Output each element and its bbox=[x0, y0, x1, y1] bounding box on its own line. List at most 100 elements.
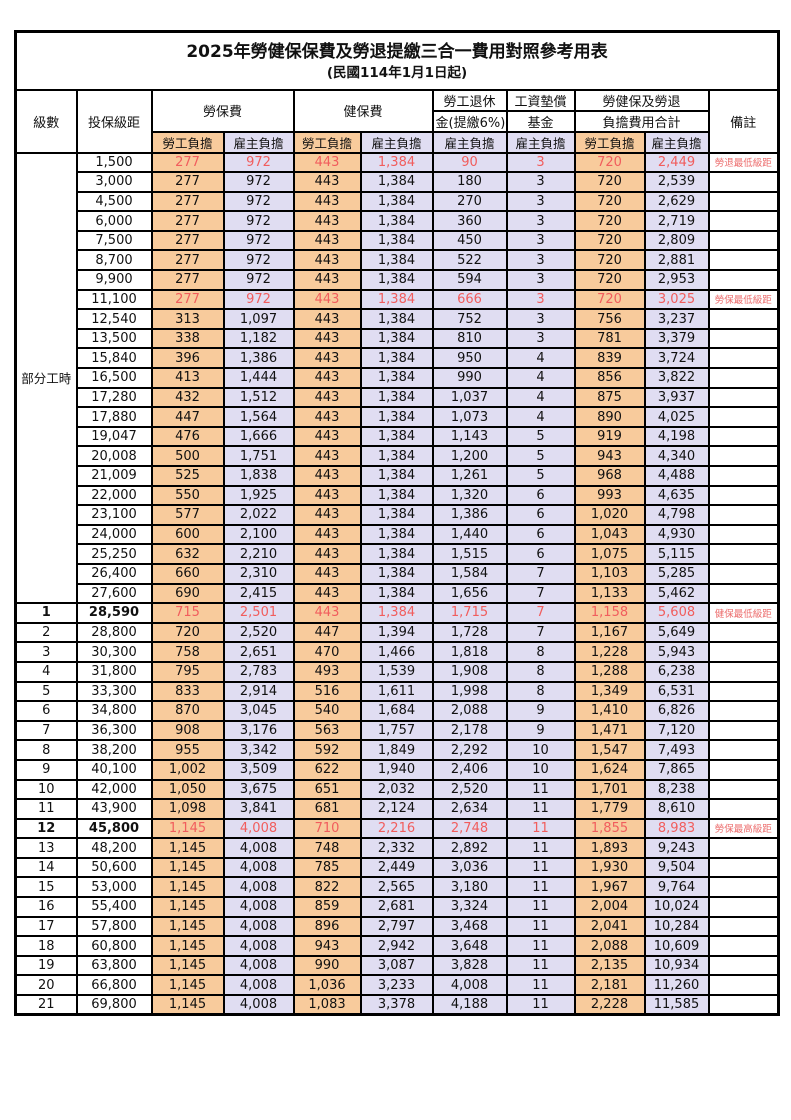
amount-cell: 1,728 bbox=[431, 621, 508, 644]
amount-cell: 447 bbox=[292, 621, 362, 644]
amount-cell: 720 bbox=[573, 288, 646, 311]
amount-cell: 710 bbox=[292, 817, 362, 840]
remark-cell bbox=[707, 700, 780, 722]
amount-cell: 1,384 bbox=[359, 523, 434, 546]
amount-cell: 1,611 bbox=[359, 680, 434, 703]
amount-cell: 720 bbox=[573, 190, 646, 213]
amount-cell: 413 bbox=[150, 367, 225, 389]
salary-bracket-cell: 34,800 bbox=[75, 700, 153, 722]
amount-cell: 752 bbox=[431, 308, 508, 330]
amount-cell: 11 bbox=[505, 798, 576, 820]
salary-bracket-cell: 12,540 bbox=[75, 308, 153, 330]
header-row-3: 勞工負擔 雇主負擔 勞工負擔 雇主負擔 雇主負擔 雇主負擔 勞工負擔 雇主負擔 bbox=[16, 130, 779, 154]
amount-cell: 1,394 bbox=[359, 621, 434, 644]
amount-cell: 11 bbox=[505, 778, 576, 801]
remark-cell bbox=[707, 465, 780, 487]
table-row: 4 31,800 795 2,783 493 1,539 1,908 8 1,288 6,238 bbox=[14, 660, 780, 683]
amount-cell: 11 bbox=[505, 837, 576, 859]
amount-cell: 972 bbox=[222, 190, 295, 213]
amount-cell: 443 bbox=[292, 367, 362, 389]
amount-cell: 1,849 bbox=[359, 739, 434, 761]
amount-cell: 1,925 bbox=[222, 484, 295, 507]
table-row: 7 36,300 908 3,176 563 1,757 2,178 9 1,471 7,120 bbox=[14, 719, 780, 742]
table-row: 13,500 338 1,182 443 1,384 810 3 781 3,379 bbox=[16, 327, 780, 350]
amount-cell: 313 bbox=[150, 308, 225, 330]
amount-cell: 1,684 bbox=[359, 700, 434, 722]
salary-bracket-cell: 66,800 bbox=[75, 974, 153, 997]
amount-cell: 1,930 bbox=[573, 856, 646, 879]
table-row: 17,880 447 1,564 443 1,384 1,073 4 890 4,025 bbox=[16, 406, 780, 428]
amount-cell: 1,288 bbox=[573, 660, 646, 683]
amount-cell: 1,512 bbox=[222, 386, 295, 409]
salary-bracket-cell: 9,900 bbox=[75, 269, 153, 291]
salary-bracket-cell: 69,800 bbox=[75, 994, 153, 1016]
amount-cell: 3,036 bbox=[431, 856, 508, 879]
amount-cell: 950 bbox=[431, 347, 508, 370]
level-cell: 14 bbox=[14, 856, 78, 879]
remark-cell bbox=[707, 660, 780, 683]
amount-cell: 720 bbox=[573, 171, 646, 193]
amount-cell: 2,216 bbox=[359, 817, 434, 840]
amount-cell: 540 bbox=[292, 700, 362, 722]
amount-cell: 3,378 bbox=[359, 994, 434, 1016]
amount-cell: 1,539 bbox=[359, 660, 434, 683]
subheader-pension-employer-share: 雇主負擔 bbox=[431, 130, 508, 154]
salary-bracket-cell: 16,500 bbox=[75, 367, 153, 389]
remark-cell bbox=[707, 327, 780, 350]
amount-cell: 2,881 bbox=[643, 249, 710, 272]
amount-cell: 1,349 bbox=[573, 680, 646, 703]
amount-cell: 493 bbox=[292, 660, 362, 683]
amount-cell: 6 bbox=[505, 504, 576, 526]
remark-cell: 勞保最高級距 bbox=[707, 817, 780, 840]
amount-cell: 2,332 bbox=[359, 837, 434, 859]
amount-cell: 1,384 bbox=[359, 288, 434, 311]
salary-bracket-cell: 28,800 bbox=[75, 621, 153, 644]
amount-cell: 1,547 bbox=[573, 739, 646, 761]
amount-cell: 5 bbox=[505, 445, 576, 467]
remark-cell bbox=[707, 758, 780, 781]
amount-cell: 6 bbox=[505, 523, 576, 546]
amount-cell: 5 bbox=[505, 465, 576, 487]
amount-cell: 3 bbox=[505, 151, 576, 174]
col-header-level: 級數 bbox=[14, 88, 78, 154]
amount-cell: 443 bbox=[292, 327, 362, 350]
amount-cell: 1,384 bbox=[359, 445, 434, 467]
amount-cell: 3,724 bbox=[643, 347, 710, 370]
amount-cell: 622 bbox=[292, 758, 362, 781]
amount-cell: 681 bbox=[292, 798, 362, 820]
amount-cell: 7 bbox=[505, 621, 576, 644]
amount-cell: 4 bbox=[505, 367, 576, 389]
salary-bracket-cell: 30,300 bbox=[75, 641, 153, 663]
salary-bracket-cell: 38,200 bbox=[75, 739, 153, 761]
salary-bracket-cell: 17,880 bbox=[75, 406, 153, 428]
amount-cell: 592 bbox=[292, 739, 362, 761]
amount-cell: 2,449 bbox=[643, 151, 710, 174]
amount-cell: 2,520 bbox=[222, 621, 295, 644]
amount-cell: 9 bbox=[505, 700, 576, 722]
amount-cell: 443 bbox=[292, 543, 362, 565]
remark-cell bbox=[707, 719, 780, 742]
amount-cell: 1,036 bbox=[292, 974, 362, 997]
salary-bracket-cell: 28,590 bbox=[75, 602, 153, 624]
amount-cell: 1,386 bbox=[431, 504, 508, 526]
level-cell: 3 bbox=[14, 641, 78, 663]
amount-cell: 1,083 bbox=[292, 994, 362, 1016]
amount-cell: 2,210 bbox=[222, 543, 295, 565]
amount-cell: 1,384 bbox=[359, 249, 434, 272]
remark-cell bbox=[707, 190, 780, 213]
amount-cell: 4 bbox=[505, 347, 576, 370]
amount-cell: 1,384 bbox=[359, 210, 434, 232]
table-row: 18 60,800 1,145 4,008 943 2,942 3,648 11 2,088 10… bbox=[14, 935, 780, 957]
amount-cell: 1,145 bbox=[150, 935, 225, 957]
remark-cell bbox=[707, 798, 780, 820]
remark-cell bbox=[707, 582, 780, 605]
remark-cell bbox=[707, 856, 780, 879]
amount-cell: 2,797 bbox=[359, 915, 434, 938]
amount-cell: 4,340 bbox=[643, 445, 710, 467]
level-cell: 13 bbox=[14, 837, 78, 859]
salary-bracket-cell: 45,800 bbox=[75, 817, 153, 840]
table-row: 25,250 632 2,210 443 1,384 1,515 6 1,075 5,115 bbox=[16, 543, 780, 565]
table-row: 6,000 277 972 443 1,384 360 3 720 2,719 bbox=[16, 210, 780, 232]
amount-cell: 3,180 bbox=[431, 876, 508, 899]
amount-cell: 11 bbox=[505, 876, 576, 899]
